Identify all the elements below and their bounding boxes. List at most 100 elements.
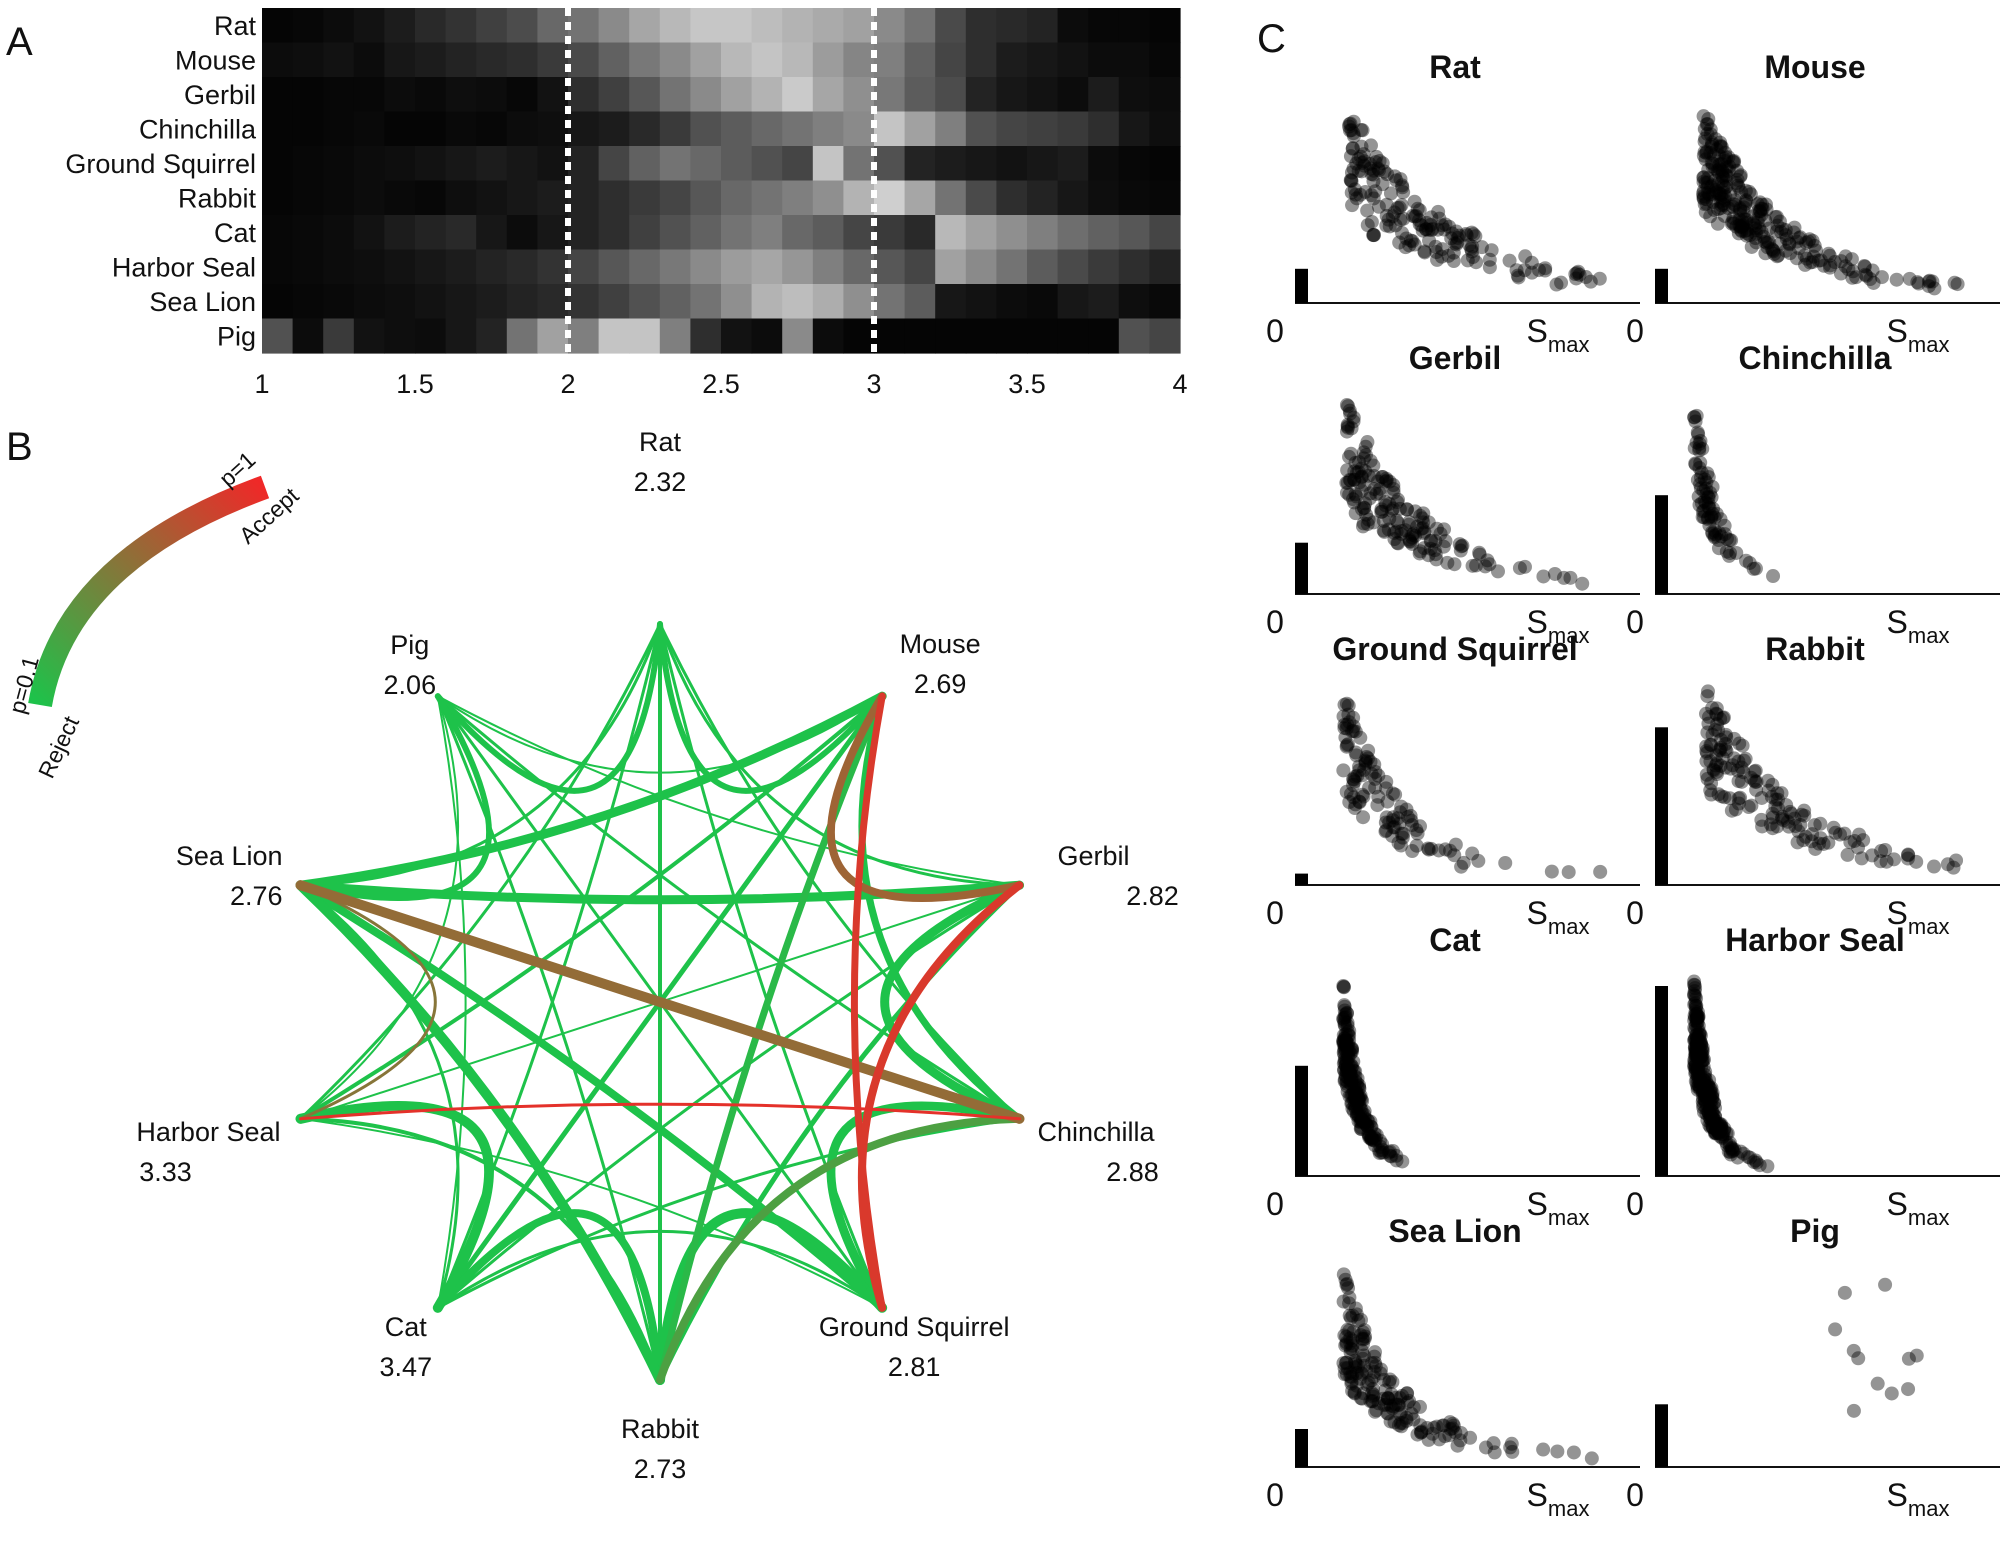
scatter-point	[1693, 1079, 1708, 1094]
heatmap-cell	[568, 318, 600, 354]
scatter-point	[1351, 464, 1366, 479]
scatter-point	[1354, 1111, 1369, 1126]
heatmap-cell	[874, 318, 906, 354]
scatter-point	[1449, 237, 1464, 252]
scatter-point	[1693, 1035, 1708, 1050]
heatmap-cell	[874, 180, 906, 216]
scatter-point	[1846, 1403, 1861, 1418]
scatter-point	[1414, 1424, 1429, 1439]
scatter-point	[1452, 537, 1467, 552]
scatter-point	[1709, 748, 1724, 763]
network-edge	[297, 693, 492, 901]
heatmap-cell	[1057, 215, 1089, 251]
scatter-point	[1417, 244, 1432, 259]
heatmap-cell	[782, 42, 814, 78]
scatter-point	[1366, 227, 1381, 242]
scatter-point	[1707, 202, 1722, 217]
scatter-point	[1337, 1010, 1352, 1025]
scatter-point	[1353, 1115, 1368, 1130]
heatmap-x-tick: 1.5	[396, 369, 434, 399]
scatter-point	[1695, 1043, 1710, 1058]
scatter-point	[1366, 1133, 1381, 1148]
scatter-point	[1750, 215, 1765, 230]
scatter-point	[1806, 249, 1821, 264]
scatter-point	[1347, 1386, 1362, 1401]
scatter-point	[1385, 813, 1400, 828]
scatter-point	[1719, 173, 1734, 188]
scatter-point	[1727, 154, 1742, 169]
scatter-point	[1696, 1100, 1711, 1115]
heatmap-cell	[812, 77, 844, 113]
network-node-value: 2.32	[634, 467, 687, 497]
scatter-point	[1946, 860, 1961, 875]
scatter-point	[1349, 1076, 1364, 1091]
scatter-point	[1383, 1414, 1398, 1429]
scatter-point	[1359, 1364, 1374, 1379]
scatter-point	[1769, 224, 1784, 239]
scatter-point	[1437, 1429, 1452, 1444]
scatter-point	[1337, 1062, 1352, 1077]
scatter-point	[1719, 179, 1734, 194]
scatter-point	[1704, 510, 1719, 525]
scatter-point	[1336, 1356, 1351, 1371]
scatter-point	[1793, 817, 1808, 832]
scatter-point	[1717, 192, 1732, 207]
scatter-point	[1778, 228, 1793, 243]
heatmap-cell	[935, 215, 967, 251]
scatter-point	[1687, 1059, 1702, 1074]
scatter-point	[1450, 235, 1465, 250]
scatter-point	[1407, 237, 1422, 252]
scatter-point	[1450, 230, 1465, 245]
heatmap-cell	[568, 42, 600, 78]
scatter-point	[1705, 1090, 1720, 1105]
scatter-point	[1423, 534, 1438, 549]
scatter-point	[1704, 1102, 1719, 1117]
scatter-point	[1536, 1442, 1551, 1457]
scatter-point	[1398, 240, 1413, 255]
scatter-point	[1363, 453, 1378, 468]
scatter-point	[1706, 1095, 1721, 1110]
scatter-point	[1699, 495, 1714, 510]
network-edge	[296, 880, 1024, 905]
scatter-point	[1697, 1083, 1712, 1098]
scatter-point	[1747, 218, 1762, 233]
scatter-point	[1443, 1415, 1458, 1430]
scatter-point	[1412, 1399, 1427, 1414]
heatmap-cell	[1118, 318, 1150, 354]
heatmap-cell	[445, 318, 477, 354]
scatter-point	[1712, 1126, 1727, 1141]
heatmap-cell	[568, 77, 600, 113]
scatter-point	[1341, 1056, 1356, 1071]
scatter-point	[1395, 180, 1410, 195]
heatmap-cell	[598, 180, 630, 216]
scatter-point	[1705, 1119, 1720, 1134]
scatter-point	[1701, 1086, 1716, 1101]
heatmap-cell	[659, 146, 691, 182]
scatter-point	[1389, 524, 1404, 539]
scatter-title: Ground Squirrel	[1332, 631, 1577, 667]
scatter-point	[1689, 1040, 1704, 1055]
scatter-point	[1348, 1090, 1363, 1105]
scatter-point	[1353, 730, 1368, 745]
scatter-point	[1379, 781, 1394, 796]
scatter-point	[1782, 236, 1797, 251]
scatter-point	[1378, 498, 1393, 513]
scatter-point	[1385, 1374, 1400, 1389]
scatter-point	[1468, 229, 1483, 244]
scatter-point	[1813, 831, 1828, 846]
scatter-point	[1748, 774, 1763, 789]
scatter-point	[1385, 1401, 1400, 1416]
scatter-point	[1781, 819, 1796, 834]
scatter-point	[1724, 216, 1739, 231]
scatter-point	[1738, 183, 1753, 198]
heatmap-cell	[1057, 77, 1089, 113]
scatter-point	[1701, 500, 1716, 515]
scatter-point	[1394, 1405, 1409, 1420]
scatter-point	[1392, 200, 1407, 215]
scatter-point	[1354, 1113, 1369, 1128]
scatter-point	[1367, 1126, 1382, 1141]
scatter-point	[1718, 736, 1733, 751]
scatter-point	[1688, 1039, 1703, 1054]
scatter-point	[1701, 716, 1716, 731]
scatter-point	[1693, 1067, 1708, 1082]
